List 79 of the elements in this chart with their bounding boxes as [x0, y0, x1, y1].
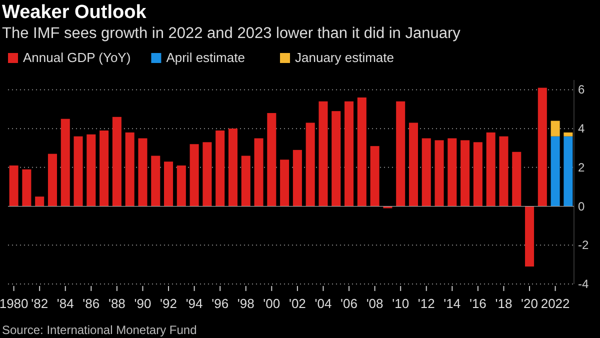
x-tick-label: '16: [469, 296, 486, 311]
bar: [486, 132, 496, 206]
source-note: Source: International Monetary Fund: [2, 323, 197, 337]
x-tick-label: '84: [56, 296, 74, 311]
bar: [332, 111, 341, 206]
bar: [564, 132, 573, 136]
bar: [216, 130, 225, 206]
bar: [48, 154, 57, 206]
bar: [241, 156, 250, 206]
bar: [357, 97, 366, 206]
x-tick-label: '94: [186, 296, 203, 311]
x-tick-label: '08: [366, 296, 384, 311]
x-tick-label: '12: [418, 296, 435, 311]
x-tick-label: '14: [444, 296, 461, 311]
y-tick-label: 2: [578, 160, 585, 174]
bar: [164, 162, 174, 206]
legend-label: Annual GDP (YoY): [23, 50, 131, 65]
bar: [473, 142, 482, 206]
y-tick-label: 6: [578, 82, 585, 97]
x-tick-label: '88: [108, 296, 126, 311]
bar: [292, 150, 302, 206]
bar: [35, 196, 44, 206]
x-tick-label: '86: [82, 296, 100, 311]
bar: [125, 132, 134, 206]
legend-label: April estimate: [166, 50, 245, 65]
bar: [202, 142, 212, 206]
bar: [370, 146, 380, 206]
bar: [564, 136, 573, 206]
bar: [306, 122, 315, 206]
bar: [151, 156, 160, 206]
bar: [344, 101, 354, 206]
x-tick-label: '90: [134, 296, 152, 311]
bar: [280, 160, 290, 206]
bar: [318, 101, 328, 206]
bar: [9, 165, 18, 206]
bar: [112, 116, 122, 206]
bar: [138, 138, 148, 206]
bar: [448, 138, 457, 206]
bar: [460, 140, 470, 206]
y-tick-label: 4: [578, 122, 585, 136]
bar: [22, 169, 32, 206]
x-tick-label: '02: [288, 296, 306, 311]
x-tick-label: '10: [392, 296, 410, 311]
chart-subtitle: The IMF sees growth in 2022 and 2023 lower than it did in January: [2, 25, 461, 42]
bar: [512, 152, 522, 206]
bar: [228, 128, 238, 206]
bar: [550, 136, 560, 206]
bar: [396, 101, 406, 206]
x-tick-label: '98: [237, 296, 254, 311]
x-tick-label: 2022: [540, 296, 570, 311]
chart-title: Weaker Outlook: [2, 2, 147, 23]
y-tick-label: 0: [578, 199, 585, 214]
y-tick-label: -4: [578, 277, 589, 291]
x-tick-label: '18: [495, 296, 512, 311]
x-tick-label: '00: [263, 296, 280, 311]
bar: [434, 140, 444, 206]
x-tick-label: 1980: [0, 296, 28, 311]
bar: [499, 136, 508, 206]
x-tick-label: '96: [212, 296, 229, 311]
bar: [60, 118, 70, 206]
legend-label: January estimate: [295, 50, 394, 65]
bar: [190, 144, 199, 206]
bar: [525, 206, 534, 267]
bar: [74, 136, 83, 206]
y-tick-label: -2: [578, 238, 589, 252]
bar: [176, 165, 186, 206]
bar: [538, 88, 547, 206]
bar: [267, 113, 276, 206]
bar: [550, 120, 560, 136]
x-tick-label: '92: [160, 296, 177, 311]
bar: [100, 130, 109, 206]
x-tick-label: '82: [31, 296, 48, 311]
bar: [408, 122, 418, 206]
x-tick-label: '06: [340, 296, 358, 311]
x-tick-label: '04: [314, 296, 332, 311]
bar: [254, 138, 264, 206]
bar: [422, 138, 431, 206]
x-tick-label: '20: [521, 296, 538, 311]
bar: [86, 134, 96, 206]
